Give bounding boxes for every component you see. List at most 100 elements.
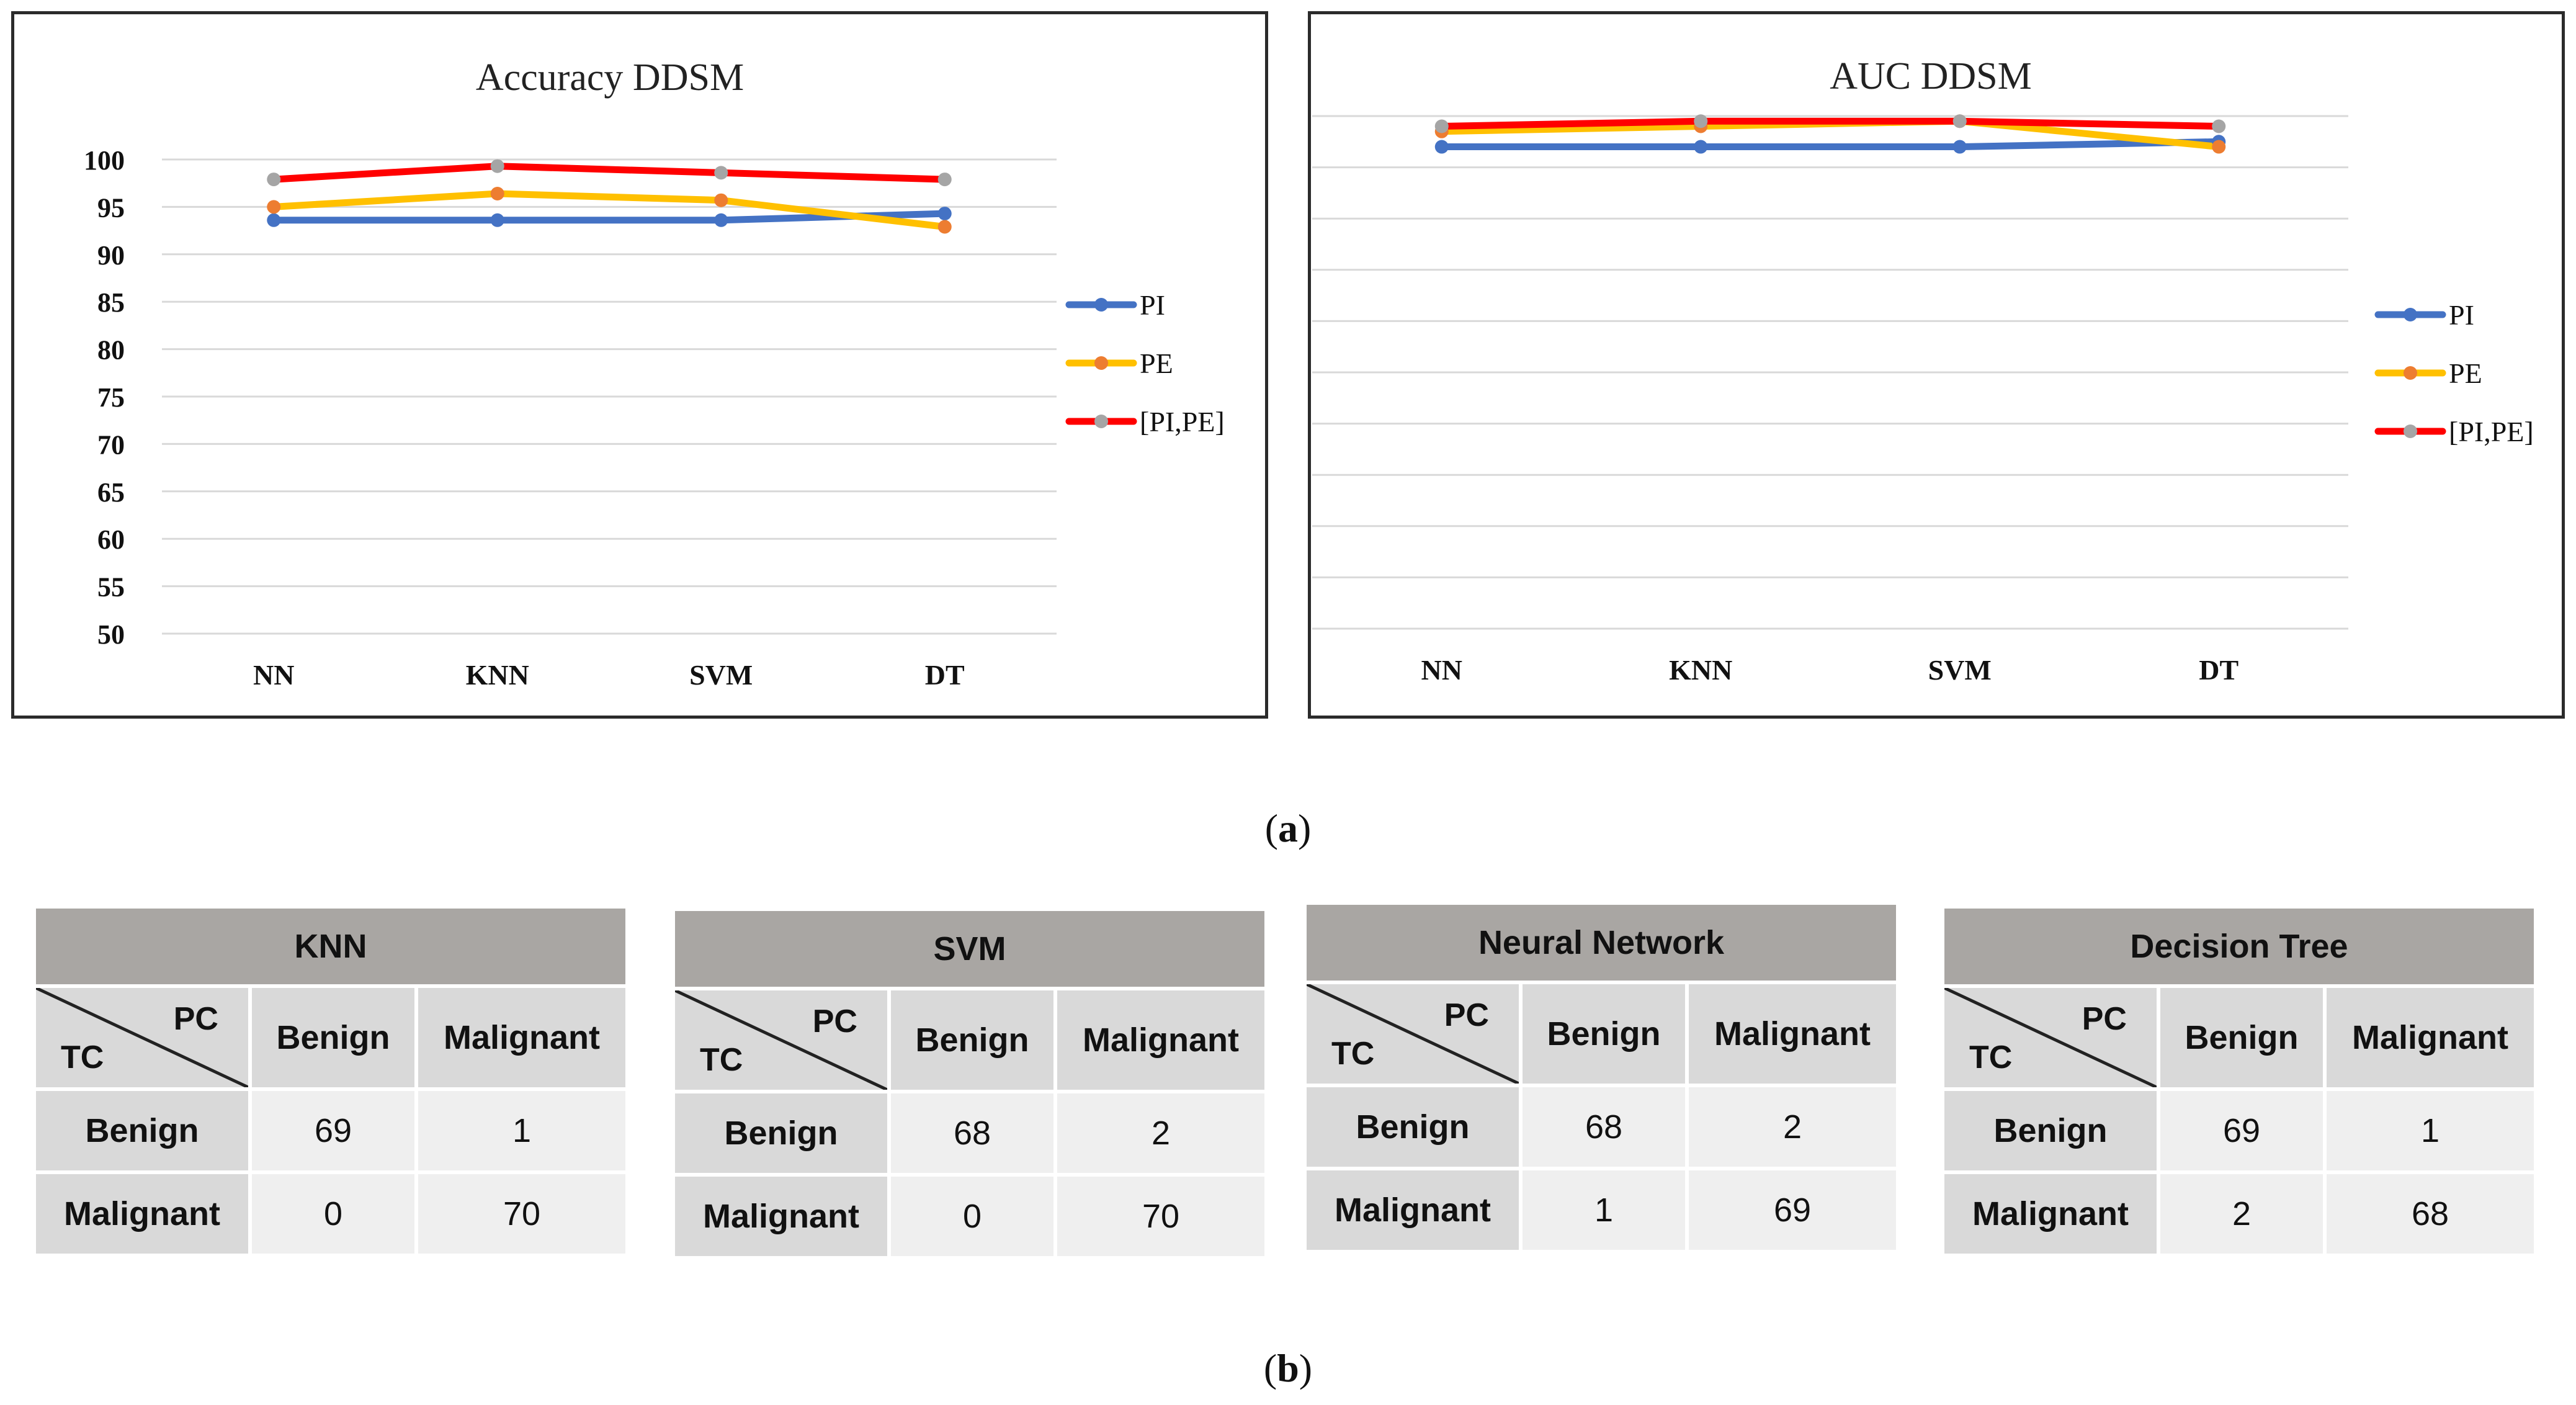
cm-tc-label: TC xyxy=(1969,1039,2013,1075)
cm-col-header: Benign xyxy=(248,988,414,1087)
caption-b: (b) xyxy=(1263,1346,1313,1390)
cm-cell: 69 xyxy=(2157,1091,2323,1170)
cm-cell: 1 xyxy=(1519,1170,1685,1250)
data-point xyxy=(2212,119,2226,133)
cm-pc-label: PC xyxy=(812,1003,857,1039)
x-tick-label: DT xyxy=(2199,654,2238,686)
x-tick-label: KNN xyxy=(466,659,529,691)
data-point xyxy=(2212,140,2226,154)
cm-corner: PC TC xyxy=(1307,984,1519,1084)
cm-tc-label: TC xyxy=(700,1042,743,1078)
legend-label: [PI,PE] xyxy=(1140,406,1225,438)
data-point xyxy=(267,173,281,187)
y-tick-label: 70 xyxy=(97,429,125,460)
legend-marker xyxy=(1094,298,1108,312)
y-tick-label: 55 xyxy=(97,572,125,603)
cm-cell: 1 xyxy=(2323,1091,2534,1170)
confusion-matrix-neural-network: Neural Network PC TC Benign Malignant Be… xyxy=(1307,905,1896,1250)
y-tick-label: 95 xyxy=(97,192,125,223)
confusion-matrix-svm: SVM PC TC Benign Malignant Benign 68 2 M… xyxy=(675,911,1264,1256)
cm-cell: 2 xyxy=(2157,1174,2323,1254)
cm-row-header: Malignant xyxy=(36,1174,248,1254)
cm-col-header: Malignant xyxy=(1685,984,1896,1084)
data-point xyxy=(1952,114,1967,128)
series-line-PI xyxy=(1438,138,2222,151)
y-tick-label: 50 xyxy=(97,619,125,650)
x-tick-label: NN xyxy=(1421,654,1462,686)
cm-cell: 70 xyxy=(414,1174,625,1254)
cm-tc-label: TC xyxy=(1331,1036,1375,1072)
data-point xyxy=(937,207,952,221)
cm-row-header: Malignant xyxy=(675,1177,887,1256)
cm-cell: 2 xyxy=(1685,1087,1896,1167)
x-tick-label: NN xyxy=(253,659,294,691)
y-tick-label: 80 xyxy=(97,335,125,366)
legend-marker xyxy=(2404,424,2417,438)
cm-col-header: Malignant xyxy=(1053,990,1264,1090)
cm-pc-label: PC xyxy=(1444,997,1489,1033)
cm-corner: PC TC xyxy=(36,988,248,1087)
chart-title: Accuracy DDSM xyxy=(476,56,744,99)
confusion-matrix-knn: KNN PC TC Benign Malignant Benign 69 1 M… xyxy=(36,909,625,1254)
data-point xyxy=(490,213,504,227)
cm-col-header: Malignant xyxy=(414,988,625,1087)
legend-label: PE xyxy=(1140,348,1173,379)
legend-marker xyxy=(2404,366,2417,380)
cm-title: Decision Tree xyxy=(1944,909,2534,984)
cm-row-header: Malignant xyxy=(1944,1174,2157,1254)
data-point xyxy=(714,213,728,227)
cm-cell: 2 xyxy=(1053,1093,1264,1173)
cm-cell: 69 xyxy=(1685,1170,1896,1250)
cm-pc-label: PC xyxy=(173,1001,218,1037)
y-tick-label: 75 xyxy=(97,382,125,413)
cm-col-header: Benign xyxy=(2157,988,2323,1087)
legend-label: PE xyxy=(2449,357,2482,389)
data-point xyxy=(267,200,281,214)
series-line-PE xyxy=(270,190,949,230)
y-tick-label: 85 xyxy=(97,287,125,318)
x-tick-label: SVM xyxy=(1928,654,1992,686)
cm-cell: 69 xyxy=(248,1091,414,1170)
y-tick-label: 90 xyxy=(97,240,125,271)
cm-col-header: Benign xyxy=(1519,984,1685,1084)
auc-chart: AUC DDSM00.10.20.30.40.50.60.70.80.91NNK… xyxy=(1312,55,2534,686)
cm-title: KNN xyxy=(36,909,625,984)
cm-cell: 68 xyxy=(2323,1174,2534,1254)
cm-row-header: Benign xyxy=(675,1093,887,1173)
accuracy-chart: Accuracy DDSM 50 55 60 65 70 75 80 85 90 95 100 NN KN… xyxy=(84,56,1225,691)
data-point xyxy=(714,166,728,180)
data-point xyxy=(490,159,504,173)
legend-marker xyxy=(1094,415,1108,428)
legend-marker xyxy=(1094,356,1108,370)
data-point xyxy=(937,173,952,187)
x-tick-label: SVM xyxy=(689,659,753,691)
auc-chart-panel: AUC DDSM00.10.20.30.40.50.60.70.80.91NNK… xyxy=(1308,11,2565,719)
series-line-[PI,PE] xyxy=(1438,117,2222,130)
data-point xyxy=(1434,140,1449,154)
cm-col-header: Malignant xyxy=(2323,988,2534,1087)
cm-pc-label: PC xyxy=(2082,1001,2127,1037)
cm-row-header: Benign xyxy=(1944,1091,2157,1170)
cm-cell: 1 xyxy=(414,1091,625,1170)
y-tick-label: 65 xyxy=(97,477,125,508)
data-point xyxy=(714,193,728,207)
cm-col-header: Benign xyxy=(887,990,1053,1090)
data-point xyxy=(1434,119,1449,133)
x-tick-label: DT xyxy=(925,659,965,691)
cm-cell: 70 xyxy=(1053,1177,1264,1256)
data-point xyxy=(1694,140,1708,154)
y-tick-label: 100 xyxy=(84,145,125,176)
data-point xyxy=(490,187,504,201)
cm-corner: PC TC xyxy=(675,990,887,1090)
y-tick-label: 60 xyxy=(97,524,125,555)
cm-corner: PC TC xyxy=(1944,988,2157,1087)
cm-row-header: Benign xyxy=(36,1091,248,1170)
cm-cell: 0 xyxy=(887,1177,1053,1256)
cm-row-header: Benign xyxy=(1307,1087,1519,1167)
cm-row-header: Malignant xyxy=(1307,1170,1519,1250)
cm-title: SVM xyxy=(675,911,1264,987)
legend-marker xyxy=(2404,308,2417,321)
cm-tc-label: TC xyxy=(61,1039,104,1075)
data-point xyxy=(937,220,952,234)
legend-label: PI xyxy=(1140,289,1165,321)
